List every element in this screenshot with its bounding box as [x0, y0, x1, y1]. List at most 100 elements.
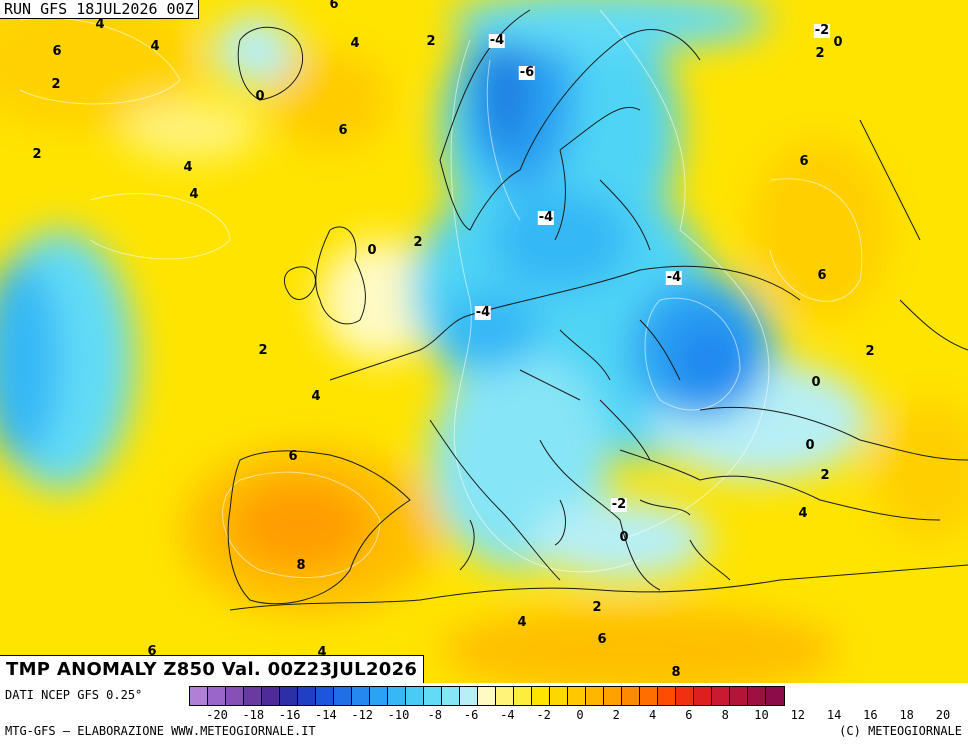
colorbar-swatch: [208, 687, 226, 705]
colorbar-tick: 6: [685, 708, 693, 722]
contour-label: 4: [311, 389, 321, 404]
contour-label: 2: [815, 46, 825, 61]
colorbar-swatch: [280, 687, 298, 705]
contour-label: 4: [798, 506, 808, 521]
colorbar-swatch: [532, 687, 550, 705]
contour-label: -4: [488, 33, 506, 48]
colorbar-swatch: [424, 687, 442, 705]
colorbar-tick: -12: [351, 708, 374, 722]
colorbar-tick: 0: [576, 708, 584, 722]
coastlines-borders: [227, 9, 968, 611]
contour-label: -4: [665, 270, 683, 285]
contour-label: 4: [95, 17, 105, 32]
contour-label: 2: [865, 344, 875, 359]
colorbar-tick: 12: [790, 708, 806, 722]
colorbar-swatch: [568, 687, 586, 705]
colorbar-swatch: [622, 687, 640, 705]
contour-label: 4: [517, 615, 527, 630]
colorbar-swatch: [604, 687, 622, 705]
contour-label: 4: [150, 39, 160, 54]
contour-label: 2: [820, 468, 830, 483]
colorbar-swatch: [676, 687, 694, 705]
credit-left: MTG-GFS — ELABORAZIONE WWW.METEOGIORNALE…: [5, 724, 316, 738]
colorbar-swatch: [262, 687, 280, 705]
contour-label: 4: [317, 645, 327, 660]
colorbar-swatch: [334, 687, 352, 705]
contour-label: 4: [350, 36, 360, 51]
map-title: TMP ANOMALY Z850 Val. 00Z23JUL2026: [0, 655, 425, 683]
contour-label: 2: [413, 235, 423, 250]
contour-label: 2: [592, 600, 602, 615]
colorbar-tick: 8: [721, 708, 729, 722]
colorbar-tick: -6: [463, 708, 479, 722]
contour-label: -2: [610, 497, 628, 512]
colorbar-tick: 18: [899, 708, 914, 722]
contour-label: 6: [597, 632, 607, 647]
colorbar-swatch: [460, 687, 478, 705]
contour-label: 6: [799, 154, 809, 169]
run-label: RUN GFS 18JUL2026 00Z: [0, 0, 199, 19]
colorbar-swatch: [442, 687, 460, 705]
colorbar-swatch: [658, 687, 676, 705]
contour-label: 4: [189, 187, 199, 202]
colorbar-tick: 16: [863, 708, 878, 722]
colorbar-swatch: [298, 687, 316, 705]
colorbar-tick: -18: [242, 708, 265, 722]
colorbar-tick: -2: [536, 708, 551, 722]
contour-label: 6: [329, 0, 339, 12]
colorbar-tick: -8: [427, 708, 443, 722]
colorbar-swatch: [586, 687, 604, 705]
contour-label: 2: [258, 343, 268, 358]
colorbar-tick: -16: [278, 708, 301, 722]
contour-label: -6: [518, 65, 536, 80]
credit-right: (C) METEOGIORNALE: [839, 724, 962, 738]
colorbar-swatch: [352, 687, 370, 705]
contour-label: -2: [813, 23, 831, 38]
colorbar-tick: 2: [612, 708, 620, 722]
contour-lines: [19, 9, 863, 579]
contour-label: 0: [811, 375, 821, 390]
colorbar-swatch: [478, 687, 496, 705]
contour-label: 4: [183, 160, 193, 175]
anomaly-fill-layer: [0, 0, 968, 683]
contour-label: 0: [367, 243, 377, 258]
colorbar-swatch: [370, 687, 388, 705]
colorbar-swatch: [388, 687, 406, 705]
temperature-anomaly-map: [0, 0, 968, 683]
contour-label: 2: [51, 77, 61, 92]
contour-label: 0: [833, 35, 843, 50]
colorbar-swatch: [226, 687, 244, 705]
contour-label: 6: [288, 449, 298, 464]
colorbar-swatch: [766, 687, 784, 705]
colorbar-swatch: [514, 687, 532, 705]
colorbar-tick: -20: [206, 708, 228, 722]
colorbar-tick: -4: [500, 708, 515, 722]
colorbar-tick: -14: [315, 708, 337, 722]
colorbar-swatch: [694, 687, 712, 705]
colorbar-tick: 20: [935, 708, 951, 722]
contour-label: 6: [147, 644, 157, 659]
contour-label: 8: [671, 665, 681, 680]
map-area: RUN GFS 18JUL2026 00Z 6 4 6 4 2 0 4 6 2 2 4 -4 -6 -2 0…: [0, 0, 968, 683]
colorbar-tick: -10: [387, 708, 410, 722]
contour-label: 0: [805, 438, 815, 453]
colorbar-swatch: [640, 687, 658, 705]
contour-label: 0: [619, 530, 629, 545]
colorbar-tick: 10: [754, 708, 769, 722]
colorbar-swatch: [190, 687, 208, 705]
footer: DATI NCEP GFS 0.25° -20 -18 -16 -14 -12 -10 -8…: [0, 683, 968, 745]
contour-label: -4: [474, 305, 492, 320]
colorbar-tick: 14: [826, 708, 842, 722]
colorbar-swatch: [712, 687, 730, 705]
contour-label: 8: [296, 558, 306, 573]
colorbar-tick: 4: [648, 708, 657, 722]
colorbar-swatch: [406, 687, 424, 705]
colorbar-swatch: [550, 687, 568, 705]
colorbar-swatch: [244, 687, 262, 705]
colorbar-tick-labels: -20 -18 -16 -14 -12 -10 -8 -6 -4 -2 0 2 4 6 8 10 12 14 16 1…: [189, 708, 968, 722]
contour-label: -4: [537, 210, 555, 225]
contour-label: 0: [255, 89, 265, 104]
contour-label: 6: [338, 123, 348, 138]
colorbar: [189, 686, 785, 706]
data-source-label: DATI NCEP GFS 0.25°: [5, 688, 143, 702]
